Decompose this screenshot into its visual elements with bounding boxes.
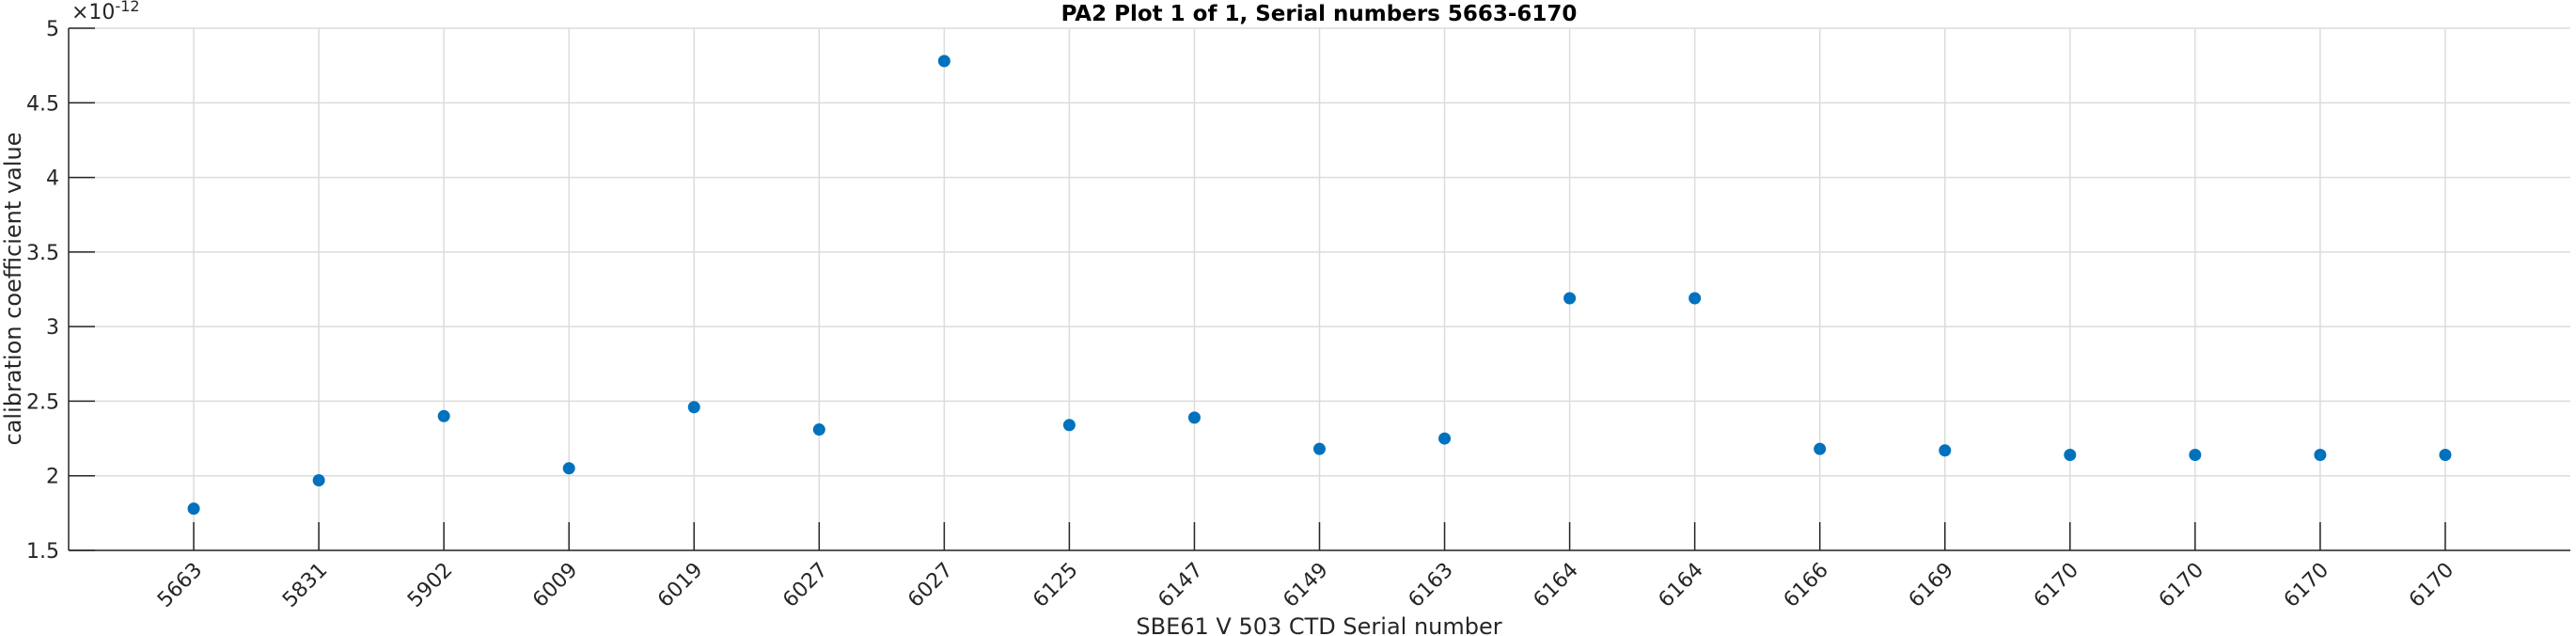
y-tick-label: 1.5 xyxy=(26,540,59,564)
x-tick-label: 6163 xyxy=(1405,559,1458,612)
x-tick-label: 5902 xyxy=(403,559,457,612)
y-tick-label: 2 xyxy=(46,466,59,489)
x-tick-label: 6027 xyxy=(778,559,832,612)
data-point xyxy=(1689,292,1702,305)
y-tick-label: 3 xyxy=(46,316,59,340)
data-point xyxy=(1438,432,1452,445)
x-tick-label: 6164 xyxy=(1655,559,1708,612)
data-point xyxy=(937,55,950,68)
x-tick-label: 6169 xyxy=(1905,559,1958,612)
x-tick-label: 6170 xyxy=(2280,559,2333,612)
x-tick-label: 6147 xyxy=(1154,559,1207,612)
x-tick-label: 5663 xyxy=(153,559,207,612)
axes xyxy=(68,27,2570,551)
x-tick-label: 5831 xyxy=(278,559,332,612)
x-tick-label: 6170 xyxy=(2405,559,2458,612)
grid-lines xyxy=(69,27,2570,551)
chart-title: PA2 Plot 1 of 1, Serial numbers 5663-617… xyxy=(1061,2,1578,26)
x-tick-label: 6009 xyxy=(528,559,582,612)
data-point xyxy=(187,502,200,516)
data-point xyxy=(562,462,575,475)
data-point xyxy=(1313,442,1326,455)
y-axis-label: calibration coefficient value xyxy=(0,133,26,446)
x-axis-label: SBE61 V 503 CTD Serial number xyxy=(1136,613,1501,636)
data-point xyxy=(1563,292,1577,305)
data-point xyxy=(437,409,450,422)
x-tick-label: 6027 xyxy=(903,559,957,612)
x-tick-label: 6166 xyxy=(1780,559,1833,612)
x-tick-label: 6149 xyxy=(1279,559,1332,612)
x-tick-label: 6170 xyxy=(2155,559,2208,612)
data-point xyxy=(1814,442,1827,455)
y-tick-label: 2.5 xyxy=(26,390,59,414)
y-exponent-label: ×10-12 xyxy=(71,0,140,24)
data-point xyxy=(1939,444,1952,457)
data-point xyxy=(2064,449,2077,462)
data-point xyxy=(1062,419,1076,432)
tick-labels: 1.5 2 2.5 3 3.5 4 4.5 5 5663 5831 5902 6009 6019 6027… xyxy=(26,18,2458,612)
y-tick-label: 4 xyxy=(46,167,59,191)
data-point xyxy=(1187,411,1201,424)
data-point xyxy=(2439,449,2452,462)
y-tick-label: 4.5 xyxy=(26,92,59,116)
x-tick-label: 6019 xyxy=(653,559,707,612)
data-point xyxy=(2314,449,2327,462)
data-points xyxy=(187,55,2452,516)
x-tick-label: 6164 xyxy=(1530,559,1583,612)
x-tick-label: 6170 xyxy=(2030,559,2083,612)
data-point xyxy=(687,401,700,414)
x-tick-label: 6125 xyxy=(1029,559,1082,612)
y-tick-label: 3.5 xyxy=(26,242,59,265)
data-point xyxy=(312,473,325,486)
data-point xyxy=(2189,449,2202,462)
y-tick-label: 5 xyxy=(46,18,59,41)
data-point xyxy=(812,423,825,437)
